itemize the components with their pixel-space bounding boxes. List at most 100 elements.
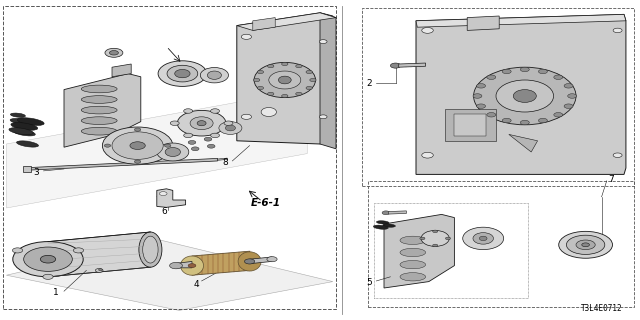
Circle shape xyxy=(211,109,220,113)
Polygon shape xyxy=(250,257,272,264)
Ellipse shape xyxy=(261,108,276,116)
Ellipse shape xyxy=(17,141,38,147)
Polygon shape xyxy=(237,13,336,30)
Circle shape xyxy=(319,40,327,44)
Circle shape xyxy=(207,144,215,148)
Circle shape xyxy=(310,78,316,82)
Ellipse shape xyxy=(376,221,389,224)
Ellipse shape xyxy=(400,260,426,269)
Circle shape xyxy=(282,62,288,66)
Ellipse shape xyxy=(254,62,316,98)
Polygon shape xyxy=(218,158,227,160)
Text: 1: 1 xyxy=(52,288,58,297)
Polygon shape xyxy=(64,74,141,147)
Circle shape xyxy=(613,28,622,33)
Ellipse shape xyxy=(421,230,449,246)
Ellipse shape xyxy=(139,232,162,267)
Circle shape xyxy=(487,75,496,79)
Circle shape xyxy=(184,109,193,113)
Ellipse shape xyxy=(207,71,221,79)
Circle shape xyxy=(538,69,547,74)
Circle shape xyxy=(188,140,196,144)
Circle shape xyxy=(191,147,199,151)
Circle shape xyxy=(170,121,179,125)
Circle shape xyxy=(433,244,438,247)
Circle shape xyxy=(268,65,274,68)
Ellipse shape xyxy=(513,90,536,102)
Ellipse shape xyxy=(165,148,180,156)
Polygon shape xyxy=(253,18,275,30)
Circle shape xyxy=(134,128,141,131)
Ellipse shape xyxy=(11,123,38,130)
Bar xyxy=(368,181,634,307)
Circle shape xyxy=(24,247,72,271)
Circle shape xyxy=(211,133,220,138)
Text: E-6-1: E-6-1 xyxy=(250,198,281,208)
Circle shape xyxy=(43,274,53,279)
Circle shape xyxy=(224,121,233,125)
Ellipse shape xyxy=(197,121,206,126)
Ellipse shape xyxy=(167,65,198,82)
Ellipse shape xyxy=(269,71,301,89)
Bar xyxy=(374,203,528,298)
Circle shape xyxy=(267,257,277,262)
Polygon shape xyxy=(112,64,131,77)
Bar xyxy=(3,6,336,309)
Circle shape xyxy=(564,84,573,88)
Circle shape xyxy=(74,248,84,253)
Circle shape xyxy=(422,152,433,158)
Text: 3: 3 xyxy=(33,168,39,177)
Ellipse shape xyxy=(200,68,228,83)
Circle shape xyxy=(420,237,425,240)
Circle shape xyxy=(95,268,103,272)
Ellipse shape xyxy=(400,273,426,281)
Circle shape xyxy=(576,240,595,250)
Ellipse shape xyxy=(383,224,396,227)
Circle shape xyxy=(159,192,167,196)
Bar xyxy=(445,109,496,141)
Circle shape xyxy=(204,137,212,141)
Circle shape xyxy=(422,28,433,33)
Circle shape xyxy=(13,242,83,277)
Ellipse shape xyxy=(177,110,226,136)
Circle shape xyxy=(253,78,260,82)
Circle shape xyxy=(184,133,193,138)
Circle shape xyxy=(520,67,529,72)
Circle shape xyxy=(554,113,563,117)
Circle shape xyxy=(244,259,255,264)
Circle shape xyxy=(502,118,511,123)
Circle shape xyxy=(296,65,302,68)
Ellipse shape xyxy=(81,127,117,135)
Ellipse shape xyxy=(102,127,173,164)
Circle shape xyxy=(296,92,302,95)
Circle shape xyxy=(282,94,288,98)
Circle shape xyxy=(382,211,390,215)
Circle shape xyxy=(613,153,622,157)
Polygon shape xyxy=(416,14,626,27)
Ellipse shape xyxy=(112,132,163,159)
Circle shape xyxy=(559,231,612,258)
Circle shape xyxy=(104,144,111,147)
Circle shape xyxy=(306,86,312,90)
Circle shape xyxy=(12,248,22,253)
Ellipse shape xyxy=(175,69,190,78)
Text: 6: 6 xyxy=(161,207,167,216)
Text: 2: 2 xyxy=(366,79,372,88)
Circle shape xyxy=(445,237,451,240)
Polygon shape xyxy=(388,211,406,214)
Circle shape xyxy=(306,70,312,74)
Circle shape xyxy=(130,142,145,149)
Polygon shape xyxy=(320,13,336,149)
Ellipse shape xyxy=(13,130,35,136)
Polygon shape xyxy=(176,261,192,268)
Polygon shape xyxy=(23,166,31,172)
Text: 4: 4 xyxy=(193,280,199,289)
Polygon shape xyxy=(27,158,218,170)
Circle shape xyxy=(390,63,401,68)
Ellipse shape xyxy=(473,233,493,244)
Ellipse shape xyxy=(9,128,33,135)
Circle shape xyxy=(473,94,482,98)
Circle shape xyxy=(477,84,486,88)
Polygon shape xyxy=(384,214,454,288)
Polygon shape xyxy=(192,251,250,275)
